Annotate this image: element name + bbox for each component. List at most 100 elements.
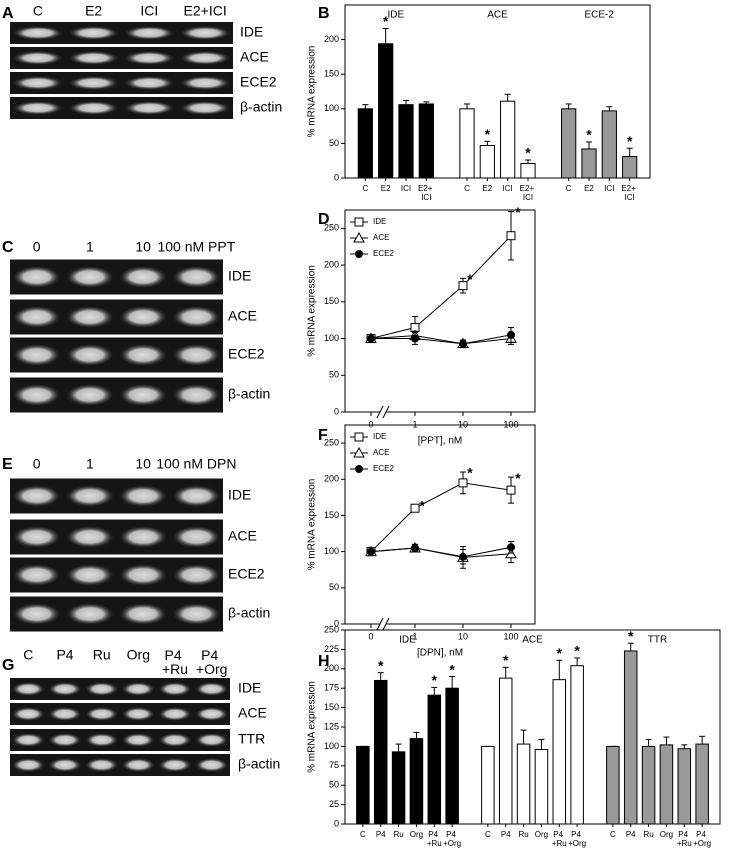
gel-band (171, 563, 221, 587)
y-tick-label: 150 (324, 702, 339, 712)
significance: * (383, 13, 389, 29)
legend-marker (353, 446, 365, 458)
y-axis-label: % mRNA expression (307, 46, 318, 138)
lane-label: 0 (33, 239, 41, 255)
bar (581, 148, 597, 179)
legend-marker (354, 217, 364, 227)
x-tick-label: Org (535, 830, 548, 839)
marker (507, 330, 515, 339)
bar (373, 679, 388, 825)
gel-band (194, 732, 229, 748)
y-tick-label: 100 (324, 546, 339, 556)
x-tick-label: P4 (501, 830, 511, 839)
gel-band (65, 484, 115, 508)
bar (641, 745, 656, 825)
y-axis-label: % mRNA expression (307, 479, 318, 571)
gel-band (158, 757, 192, 773)
panel-letter: H (318, 653, 330, 670)
legend-marker (353, 231, 365, 243)
x-tick-label: E2+ ICI (520, 184, 537, 202)
gel-band (84, 757, 119, 773)
gel-band (12, 484, 62, 508)
gel-band (171, 383, 221, 407)
significance: * (515, 204, 521, 220)
y-tick-label: 150 (324, 69, 339, 79)
gel-band (194, 681, 229, 697)
marker (459, 339, 467, 348)
x-tick-label: P4 +Ru (677, 830, 692, 848)
lane-label: P4 +Org (196, 647, 228, 677)
band-label: ACE (238, 705, 267, 721)
gel-band (48, 732, 82, 748)
significance: * (419, 497, 425, 513)
marker (506, 231, 516, 241)
bar (481, 745, 495, 825)
lane-label: P4 +Ru (162, 647, 188, 677)
y-tick-label: 250 (324, 223, 339, 233)
gel-strip (10, 47, 233, 69)
gel-band (67, 50, 120, 66)
marker (458, 478, 468, 488)
significance: * (515, 470, 521, 486)
y-tick-label: 0 (334, 406, 339, 416)
lane-label: E2 (85, 3, 102, 19)
x-tick-label: P4 (626, 830, 636, 839)
x-tick-label: E2+ ICI (621, 184, 638, 202)
x-tick-label: 1 (412, 419, 417, 429)
x-tick-label: 0 (368, 419, 373, 429)
legend-marker (355, 465, 363, 473)
marker (367, 334, 375, 343)
y-tick-label: 50 (329, 138, 339, 148)
group-label: TTR (648, 635, 667, 646)
legend-marker (354, 432, 364, 442)
x-axis-label: [DPN], nM (417, 648, 463, 659)
band-label: IDE (238, 680, 261, 696)
lane-label: 100 nM PPT (157, 239, 235, 255)
band-label: β-actin (238, 756, 280, 772)
bar (623, 650, 638, 825)
gel-band (65, 343, 115, 367)
y-tick-label: 150 (324, 296, 339, 306)
y-tick-label: 225 (324, 644, 339, 654)
significance: * (628, 628, 634, 644)
y-tick-label: 100 (324, 103, 339, 113)
significance: * (485, 126, 491, 142)
gel-band (171, 602, 221, 626)
series-line (370, 335, 512, 345)
significance: * (627, 133, 633, 149)
y-tick-label: 200 (324, 663, 339, 673)
lane-label: Org (127, 647, 150, 663)
plot-frame (344, 4, 651, 179)
x-tick-label: 0 (368, 631, 373, 641)
band-label: β-actin (228, 386, 270, 402)
gel-strip (10, 22, 233, 44)
band-label: ACE (240, 49, 269, 65)
x-tick-label: C (566, 184, 572, 193)
x-tick-label: ICI (503, 184, 513, 193)
gel-band (179, 50, 231, 66)
legend-label: ACE (373, 233, 389, 242)
y-tick-label: 75 (329, 760, 339, 770)
y-tick-label: 50 (329, 780, 339, 790)
gel-band (118, 383, 168, 407)
gel-band (65, 525, 115, 549)
gel-band (171, 305, 221, 329)
series-line (370, 235, 512, 340)
band-label: TTR (238, 731, 265, 747)
y-tick-label: 0 (334, 618, 339, 628)
x-tick-label: ICI (604, 184, 614, 193)
bar (459, 108, 475, 179)
y-tick-label: 25 (329, 799, 339, 809)
gel-band (194, 757, 229, 773)
bar (622, 156, 638, 179)
x-tick-label: P4 +Org (443, 830, 461, 848)
band-label: ECE2 (228, 346, 265, 362)
gel-band (179, 75, 231, 91)
axis-break (376, 617, 384, 631)
x-tick-label: Org (410, 830, 423, 839)
group-label: ACE (522, 635, 543, 646)
y-axis-label: % mRNA expression (307, 681, 318, 773)
axis-break (382, 405, 390, 419)
y-tick-label: 0 (334, 818, 339, 828)
lane-label: 1 (86, 456, 94, 472)
